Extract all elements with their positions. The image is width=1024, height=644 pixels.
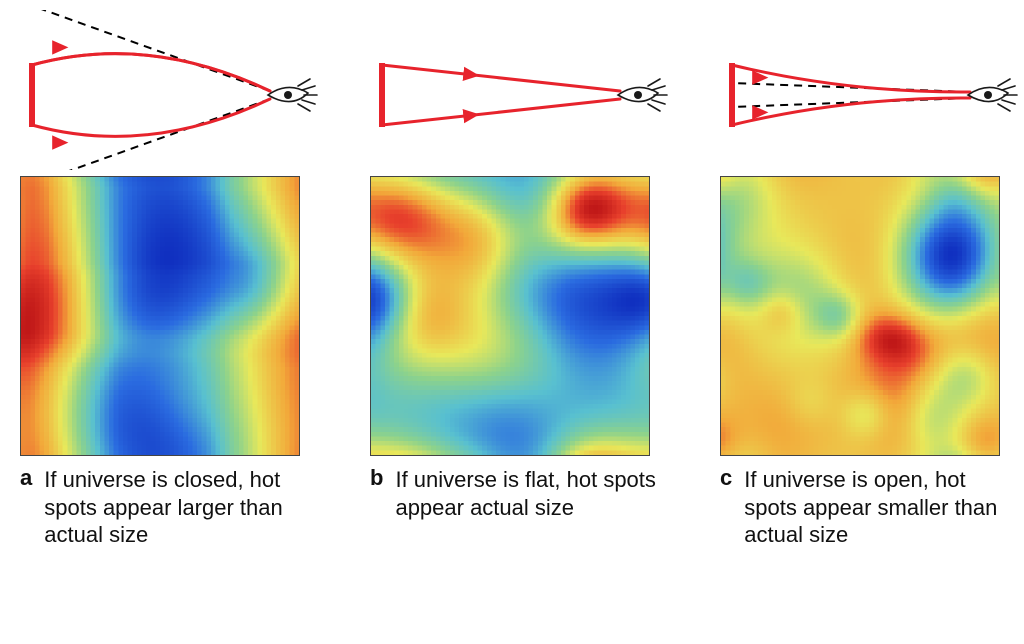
cmb-heatmap-c (720, 176, 1000, 456)
diagram-b: .ray { stroke:#e7232c; stroke-width:3; f… (370, 10, 670, 170)
ray-diagram-a: .ray { stroke:#e7232c; stroke-width:3; f… (20, 10, 320, 170)
panel-letter: b (370, 466, 383, 490)
panel-caption-text: If universe is closed, hot spots appear … (44, 466, 310, 549)
cmb-heatmap-b (370, 176, 650, 456)
panel-a: .ray { stroke:#e7232c; stroke-width:3; f… (20, 10, 320, 549)
figure-row: .ray { stroke:#e7232c; stroke-width:3; f… (20, 10, 1014, 549)
panel-b: .ray { stroke:#e7232c; stroke-width:3; f… (370, 10, 670, 549)
panel-caption-text: If universe is open, hot spots appear sm… (744, 466, 1010, 549)
panel-letter: a (20, 466, 32, 490)
caption-c: c If universe is open, hot spots appear … (720, 466, 1010, 549)
observer-eye-icon (968, 79, 1017, 111)
ray-diagram-b: .ray { stroke:#e7232c; stroke-width:3; f… (370, 10, 670, 170)
observer-eye-icon (268, 79, 317, 111)
panel-letter: c (720, 466, 732, 490)
observer-eye-icon (618, 79, 667, 111)
panel-c: .ray { stroke:#e7232c; stroke-width:3; f… (720, 10, 1020, 549)
panel-caption-text: If universe is flat, hot spots appear ac… (395, 466, 660, 521)
cmb-heatmap-a (20, 176, 300, 456)
diagram-c: .ray { stroke:#e7232c; stroke-width:3; f… (720, 10, 1020, 170)
diagram-a: .ray { stroke:#e7232c; stroke-width:3; f… (20, 10, 320, 170)
caption-a: a If universe is closed, hot spots appea… (20, 466, 310, 549)
ray-diagram-c: .ray { stroke:#e7232c; stroke-width:3; f… (720, 10, 1020, 170)
caption-b: b If universe is flat, hot spots appear … (370, 466, 660, 521)
